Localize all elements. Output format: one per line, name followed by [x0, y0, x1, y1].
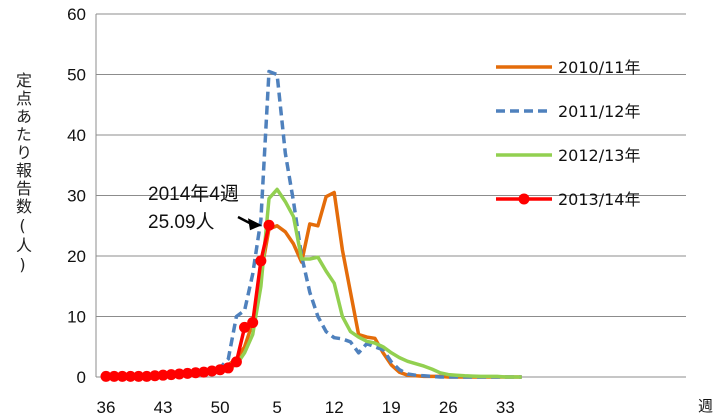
x-tick-label: 5: [272, 398, 281, 417]
data-point: [222, 362, 234, 374]
data-point: [206, 365, 218, 377]
data-point: [165, 369, 177, 381]
legend-marker: [518, 193, 530, 205]
x-tick-label: 36: [97, 398, 116, 417]
annotation-arrow: [237, 215, 262, 231]
x-tick-label: 19: [382, 398, 401, 417]
data-point: [157, 369, 169, 381]
legend-label: 2011/12年: [558, 102, 640, 121]
data-point: [230, 356, 242, 368]
data-point: [124, 370, 136, 382]
arrow-head: [248, 218, 262, 231]
legend: 2010/11年 2011/12年 2012/13年 2013/14年: [496, 58, 640, 209]
data-point: [100, 370, 112, 382]
y-tick-label: 30: [67, 187, 86, 206]
annotation-line-2: 25.09人: [148, 212, 215, 233]
annotation-text: 2014年4週 25.09人: [148, 181, 239, 237]
data-point: [239, 321, 251, 333]
y-axis-label: 定点あたり報告数(人): [13, 72, 32, 276]
x-tick-label: 50: [211, 398, 230, 417]
data-point: [263, 219, 275, 231]
data-point: [141, 370, 153, 382]
data-point: [108, 370, 120, 382]
x-tick-label: 12: [325, 398, 344, 417]
y-tick-label: 20: [67, 247, 86, 266]
x-axis-unit: 週: [698, 397, 714, 415]
y-tick-label: 50: [67, 66, 86, 85]
legend-label: 2013/14年: [558, 190, 640, 209]
data-point: [133, 370, 145, 382]
x-tick-label: 33: [496, 398, 515, 417]
data-point: [173, 368, 185, 380]
y-tick-label: 60: [67, 5, 86, 24]
data-point: [190, 367, 202, 379]
data-point: [116, 370, 128, 382]
legend-label: 2010/11年: [558, 58, 640, 77]
annotation-line-1: 2014年4週: [148, 184, 239, 205]
legend-label: 2012/13年: [558, 146, 640, 165]
data-point: [255, 255, 267, 267]
y-tick-label: 40: [67, 126, 86, 145]
series-layer: [100, 69, 522, 382]
y-tick-label: 10: [67, 308, 86, 327]
data-point: [198, 366, 210, 378]
x-tick-label: 43: [154, 398, 173, 417]
data-point: [149, 370, 161, 382]
series-line-1: [106, 69, 522, 379]
y-tick-label: 0: [77, 368, 86, 387]
x-tick-label: 26: [439, 398, 458, 417]
grid: [96, 13, 686, 317]
data-point: [182, 367, 193, 379]
data-point: [247, 317, 259, 329]
